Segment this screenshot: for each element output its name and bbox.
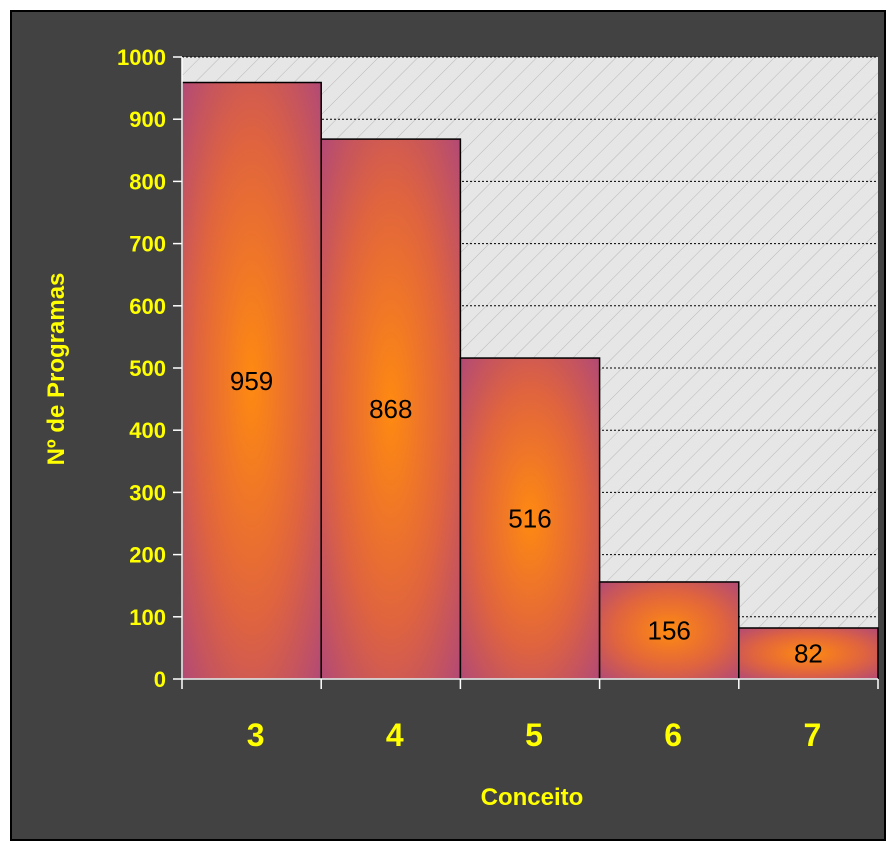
y-tick-label-300: 300 bbox=[129, 480, 166, 505]
y-tick-label-200: 200 bbox=[129, 543, 166, 568]
y-tick-label-100: 100 bbox=[129, 605, 166, 630]
y-tick-label-1000: 1000 bbox=[117, 45, 166, 70]
data-label-3: 959 bbox=[230, 366, 273, 396]
y-tick-label-600: 600 bbox=[129, 294, 166, 319]
y-tick-label-800: 800 bbox=[129, 169, 166, 194]
data-label-5: 516 bbox=[508, 504, 551, 534]
bar-4 bbox=[320, 138, 462, 680]
data-label-7: 82 bbox=[794, 638, 823, 668]
y-tick-label-0: 0 bbox=[154, 667, 166, 692]
x-axis-title: Conceito bbox=[481, 784, 584, 811]
data-label-6: 156 bbox=[648, 615, 691, 645]
x-tick-label-7: 7 bbox=[804, 717, 822, 753]
y-tick-label-500: 500 bbox=[129, 356, 166, 381]
y-tick-label-900: 900 bbox=[129, 107, 166, 132]
y-axis-title: Nº de Programas bbox=[43, 273, 70, 466]
bar-3 bbox=[181, 81, 322, 680]
x-tick-label-6: 6 bbox=[664, 717, 682, 753]
y-tick-label-400: 400 bbox=[129, 418, 166, 443]
x-tick-label-5: 5 bbox=[525, 717, 543, 753]
x-tick-label-4: 4 bbox=[386, 717, 404, 753]
y-tick-label-700: 700 bbox=[129, 232, 166, 257]
x-tick-label-3: 3 bbox=[247, 717, 265, 753]
data-label-4: 868 bbox=[369, 394, 412, 424]
bar-6 bbox=[598, 581, 740, 680]
